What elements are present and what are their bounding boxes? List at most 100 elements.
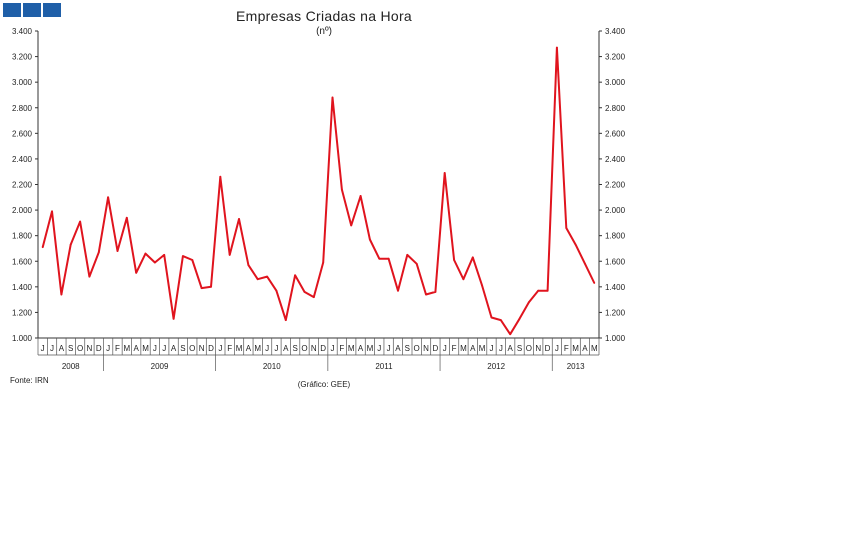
year-label: 2011 (375, 362, 393, 371)
data-point (79, 220, 81, 223)
data-point (116, 250, 119, 252)
data-point (41, 246, 44, 249)
month-tick-label: N (87, 344, 93, 353)
y-tick-label-right: 2.000 (605, 206, 626, 215)
data-point (322, 261, 325, 264)
month-tick-label: D (320, 344, 326, 353)
y-tick-label-right: 3.400 (605, 27, 626, 36)
y-tick-label-left: 1.600 (12, 257, 33, 266)
month-tick-label: M (123, 344, 130, 353)
data-point (247, 264, 250, 266)
month-tick-label: F (452, 344, 457, 353)
data-point (359, 195, 362, 197)
month-tick-label: J (218, 344, 222, 353)
data-point (266, 275, 268, 278)
month-tick-label: D (545, 344, 551, 353)
data-point (341, 188, 343, 191)
data-point (509, 333, 512, 336)
month-tick-label: M (367, 344, 374, 353)
month-tick-label: O (526, 344, 532, 353)
data-point (397, 289, 399, 292)
month-tick-label: O (301, 344, 307, 353)
data-point (125, 216, 128, 219)
data-point (210, 285, 212, 288)
data-point (481, 284, 483, 287)
data-point (60, 293, 63, 296)
data-point (172, 317, 175, 320)
month-tick-label: M (348, 344, 355, 353)
month-tick-label: M (236, 344, 243, 353)
data-point (88, 275, 91, 278)
y-tick-label-left: 1.200 (12, 308, 33, 317)
data-point (294, 274, 296, 277)
month-tick-label: A (358, 344, 364, 353)
data-point (406, 254, 409, 256)
y-tick-label-right: 1.000 (605, 334, 626, 343)
data-point (528, 301, 530, 304)
data-point (219, 175, 222, 178)
data-point (584, 262, 586, 265)
y-tick-label-left: 3.000 (12, 78, 33, 87)
month-tick-label: M (142, 344, 149, 353)
data-point (453, 259, 455, 261)
month-tick-label: S (517, 344, 522, 353)
data-point (228, 254, 231, 256)
month-tick-label: F (339, 344, 344, 353)
data-point (331, 96, 334, 99)
month-tick-label: J (41, 344, 45, 353)
month-tick-label: J (153, 344, 157, 353)
data-point (97, 251, 100, 254)
month-tick-label: S (68, 344, 73, 353)
y-tick-label-left: 1.400 (12, 283, 33, 292)
y-tick-label-right: 1.600 (605, 257, 626, 266)
month-tick-label: S (292, 344, 297, 353)
y-tick-label-left: 1.800 (12, 232, 33, 241)
y-tick-label-right: 2.600 (605, 129, 626, 138)
y-tick-label-left: 1.000 (12, 334, 33, 343)
data-point (490, 316, 493, 319)
month-tick-label: D (96, 344, 102, 353)
y-tick-label-right: 1.800 (605, 232, 626, 241)
chart-subtitle: (nº) (316, 26, 332, 37)
month-tick-label: A (582, 344, 588, 353)
year-label: 2013 (567, 362, 585, 371)
month-tick-label: A (134, 344, 140, 353)
month-tick-label: S (180, 344, 185, 353)
y-tick-label-left: 2.400 (12, 155, 33, 164)
month-tick-label: O (77, 344, 83, 353)
data-point (434, 291, 437, 293)
data-point (182, 255, 184, 257)
year-label: 2012 (487, 362, 505, 371)
month-tick-label: F (115, 344, 120, 353)
data-point (378, 257, 381, 260)
month-tick-label: J (265, 344, 269, 353)
y-tick-label-left: 3.200 (12, 53, 33, 62)
month-tick-label: O (414, 344, 420, 353)
month-tick-label: A (283, 344, 289, 353)
month-tick-label: J (274, 344, 278, 353)
year-label: 2008 (62, 362, 80, 371)
y-tick-label-left: 2.000 (12, 206, 33, 215)
month-tick-label: J (555, 344, 559, 353)
month-tick-label: M (460, 344, 467, 353)
logo (3, 3, 61, 17)
data-point (556, 46, 558, 49)
logo-square (23, 3, 41, 17)
data-point (462, 278, 465, 281)
month-tick-label: A (171, 344, 177, 353)
y-tick-label-right: 1.400 (605, 283, 626, 292)
data-point (200, 287, 203, 289)
data-point (144, 252, 147, 255)
logo-square (3, 3, 21, 17)
y-tick-label-right: 3.000 (605, 78, 626, 87)
y-tick-label-right: 2.200 (605, 181, 626, 190)
y-tick-label-left: 2.600 (12, 129, 33, 138)
year-label: 2009 (151, 362, 169, 371)
month-tick-label: N (535, 344, 541, 353)
month-tick-label: N (199, 344, 205, 353)
credit-note: (Gráfico: GEE) (297, 380, 351, 389)
month-tick-label: A (395, 344, 401, 353)
y-tick-label-right: 3.200 (605, 53, 626, 62)
series-line (41, 46, 596, 336)
data-point (312, 296, 315, 298)
